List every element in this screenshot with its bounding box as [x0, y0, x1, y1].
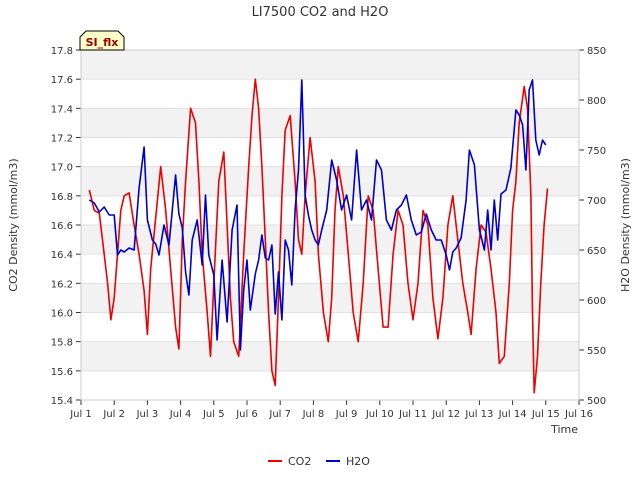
badge-label: SI_flx: [86, 36, 119, 49]
y2-tick-label: 800: [587, 96, 606, 107]
plot-frame: [80, 49, 580, 401]
y2-tick-label: 700: [587, 196, 606, 207]
y2-tick-label: 550: [587, 346, 606, 357]
chart-title: LI7500 CO2 and H2O: [252, 5, 389, 20]
plot-area: [80, 49, 580, 401]
x-tick-label: Jul 3: [136, 409, 159, 420]
y-tick-label: 17.8: [51, 46, 73, 57]
background-band: [81, 283, 579, 313]
y-tick-label: 16.2: [51, 279, 73, 290]
y-tick-label: 16.0: [51, 309, 73, 320]
x-tick-label: Jul 16: [564, 409, 593, 420]
y-tick-label: 16.6: [51, 221, 73, 232]
series-lines: [88, 78, 549, 394]
y2-tick-label: 650: [587, 246, 606, 257]
x-tick-label: Jul 10: [365, 409, 394, 420]
x-tick-label: Jul 2: [102, 409, 125, 420]
legend-label-co2: CO2: [288, 455, 311, 468]
x-tick-label: Jul 7: [268, 409, 291, 420]
series-line-h2o: [88, 79, 547, 351]
y-tick-label: 15.4: [51, 396, 73, 407]
x-tick-label: Jul 11: [398, 409, 427, 420]
y-axis-label: CO2 Density (mmol/m3): [7, 158, 20, 291]
si-flx-badge: SI_flx: [79, 30, 125, 51]
y2-tick-label: 500: [587, 396, 606, 407]
legend: CO2 H2O: [268, 455, 370, 468]
x-tick-label: Jul 5: [202, 409, 225, 420]
x-tick-label: Jul 1: [69, 409, 92, 420]
y-tick-label: 17.2: [51, 134, 73, 145]
x-tick-label: Jul 6: [235, 409, 258, 420]
y-tick-label: 16.4: [51, 250, 73, 261]
background-band: [81, 108, 579, 138]
y-tick-label: 17.0: [51, 163, 73, 174]
y-tick-label: 15.8: [51, 338, 73, 349]
x-tick-label: Jul 14: [498, 409, 527, 420]
x-tick-label: Jul 4: [169, 409, 192, 420]
x-tick-label: Jul 9: [335, 409, 358, 420]
x-tick-label: Jul 13: [464, 409, 493, 420]
y2-tick-label: 600: [587, 296, 606, 307]
y-tick-label: 16.8: [51, 192, 73, 203]
legend-label-h2o: H2O: [346, 455, 370, 468]
y-tick-label: 17.6: [51, 75, 73, 86]
y-tick-label: 15.6: [51, 367, 73, 378]
badge-shape: [79, 30, 125, 51]
background-band: [81, 50, 579, 80]
x-tick-label: Jul 12: [431, 409, 460, 420]
y2-tick-label: 850: [587, 46, 606, 57]
x-tick-label: Jul 15: [531, 409, 560, 420]
axis-ticks: 15.4 15.6 15.8 16.0 16.2 16.4 16.6 16.8 17.0 17.2…: [51, 46, 606, 420]
background-band: [81, 341, 579, 371]
background-band: [81, 225, 579, 255]
y-tick-label: 17.4: [51, 104, 73, 115]
x-tick-label: Jul 8: [302, 409, 325, 420]
y2-axis-label: H2O Density (mmol/m3): [619, 158, 632, 292]
x-axis-label: Time: [550, 423, 578, 436]
y2-tick-label: 750: [587, 146, 606, 157]
